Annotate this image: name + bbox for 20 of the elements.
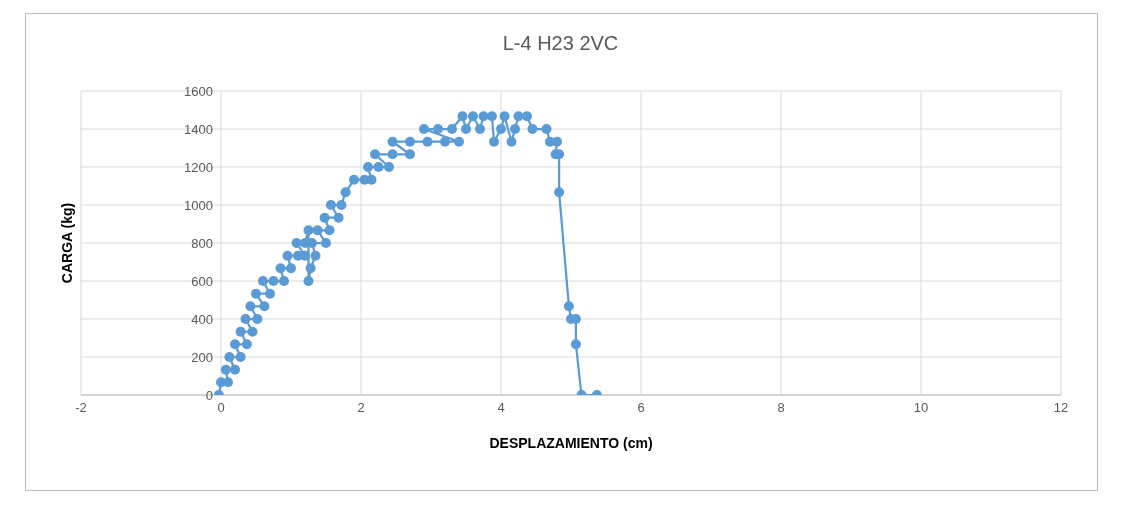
x-tick-label: 10	[913, 400, 929, 416]
x-tick-label: 8	[777, 400, 785, 416]
x-tick-label: 4	[497, 400, 505, 416]
x-tick-label: 0	[217, 400, 225, 416]
y-tick-label: 1400	[184, 121, 213, 137]
y-tick-label: 200	[191, 349, 213, 365]
x-tick-label: 2	[357, 400, 365, 416]
x-tick-label: -2	[75, 400, 87, 416]
y-tick-label: 1600	[184, 83, 213, 99]
x-axis-title: DESPLAZAMIENTO (cm)	[489, 435, 653, 451]
y-axis-title: CARGA (kg)	[59, 202, 75, 284]
y-tick-label: 1200	[184, 159, 213, 175]
chart-title: L-4 H23 2VC	[501, 32, 620, 55]
y-tick-label: 800	[191, 235, 213, 251]
y-tick-label: 400	[191, 311, 213, 327]
y-tick-label: 600	[191, 273, 213, 289]
x-tick-label: 6	[637, 400, 645, 416]
x-tick-label: 12	[1053, 400, 1069, 416]
y-tick-label: 1000	[184, 197, 213, 213]
y-tick-label: 0	[205, 387, 213, 403]
